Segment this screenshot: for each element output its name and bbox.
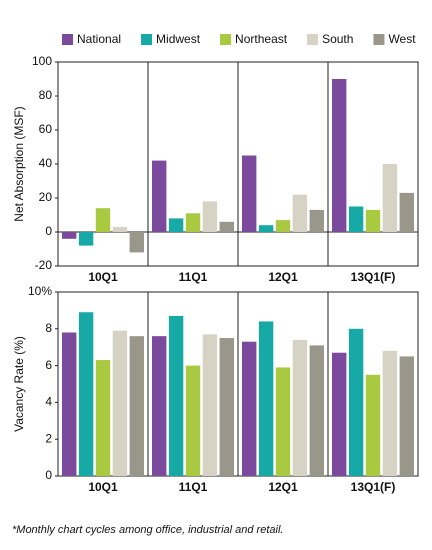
bar (202, 334, 218, 476)
bar (258, 321, 274, 476)
y-axis-label: Net Absorption (MSF) (12, 106, 26, 221)
legend-label: Midwest (156, 32, 201, 46)
bar (348, 206, 364, 232)
y-tick-label: 0 (45, 224, 52, 238)
bar (185, 365, 201, 476)
bar (129, 232, 144, 253)
bar (382, 350, 398, 476)
bar (292, 194, 308, 232)
legend-label: Northeast (235, 32, 288, 46)
legend-swatch (373, 34, 385, 45)
bar (129, 336, 144, 476)
bar (365, 374, 381, 476)
x-tick-label: 12Q1 (268, 480, 298, 494)
x-tick-label: 10Q1 (88, 480, 118, 494)
y-tick-label: 100 (32, 54, 52, 68)
bar (292, 339, 308, 476)
bar (348, 328, 364, 476)
bar (185, 213, 201, 232)
bar (152, 336, 167, 476)
y-tick-label: 6 (45, 358, 52, 372)
y-axis-label: Vacancy Rate (%) (12, 336, 26, 432)
bar (62, 232, 77, 239)
bar (78, 312, 94, 476)
y-tick-label: -20 (35, 258, 53, 272)
y-tick-label: 20 (39, 190, 53, 204)
bar (309, 209, 324, 232)
bar (168, 218, 184, 232)
y-tick-label: 2 (45, 431, 52, 445)
x-tick-label: 13Q1(F) (351, 270, 396, 284)
legend-swatch (62, 34, 73, 45)
legend-label: National (77, 32, 121, 46)
x-tick-label: 11Q1 (179, 270, 208, 284)
y-tick-label: 40 (39, 156, 53, 170)
bar (112, 330, 128, 476)
bar (219, 338, 234, 476)
footnote: *Monthly chart cycles among office, indu… (12, 524, 283, 536)
bar (309, 345, 324, 476)
y-tick-label: 80 (39, 88, 53, 102)
bar (365, 209, 381, 232)
bar (258, 225, 274, 232)
legend-swatch (141, 34, 153, 45)
y-tick-label: 60 (39, 122, 53, 136)
y-tick-label: 10% (28, 284, 52, 298)
bar (332, 352, 347, 476)
x-tick-label: 10Q1 (88, 270, 118, 284)
legend-swatch (220, 34, 232, 45)
y-tick-label: 4 (45, 395, 52, 409)
bar (275, 220, 291, 232)
bar (78, 232, 94, 246)
bar (399, 192, 414, 232)
legend-label: South (322, 32, 353, 46)
bar (62, 332, 77, 476)
y-tick-label: 8 (45, 321, 52, 335)
bar (242, 155, 257, 232)
bar (202, 201, 218, 232)
bar (332, 79, 347, 232)
x-tick-label: 13Q1(F) (351, 480, 396, 494)
bar (399, 356, 414, 476)
bar (275, 367, 291, 476)
y-tick-label: 0 (45, 468, 52, 482)
x-tick-label: 11Q1 (179, 480, 208, 494)
bar (382, 164, 398, 232)
bar (168, 315, 184, 476)
bar (219, 221, 234, 232)
bar (95, 360, 111, 476)
bar (112, 226, 128, 232)
legend-swatch (307, 34, 319, 45)
bar (152, 160, 167, 232)
x-tick-label: 12Q1 (268, 270, 298, 284)
bar (95, 208, 111, 232)
bar (242, 341, 257, 476)
legend-label: West (388, 32, 416, 46)
